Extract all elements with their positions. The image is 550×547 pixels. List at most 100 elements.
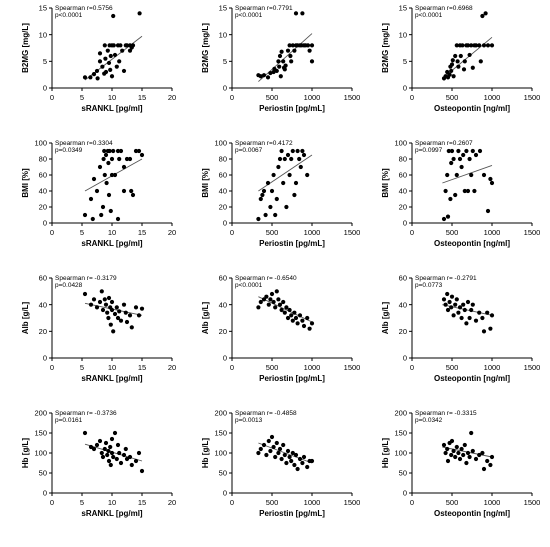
data-point [133, 458, 139, 464]
data-point [289, 313, 294, 318]
data-point [106, 458, 112, 464]
data-point [256, 450, 261, 456]
data-point [124, 43, 130, 48]
data-point [102, 446, 107, 452]
y-axis-title: BMI [%] [201, 168, 210, 198]
data-point [481, 43, 487, 48]
data-point [108, 444, 113, 450]
data-point [136, 148, 142, 154]
data-point [282, 156, 287, 162]
data-point [293, 452, 299, 458]
data-point [109, 450, 115, 456]
data-point [309, 59, 315, 64]
x-tick-label: 1500 [344, 498, 361, 507]
data-point [82, 291, 88, 297]
y-axis-title: Hb [g/L] [21, 438, 30, 469]
data-point [109, 436, 115, 442]
data-point [102, 297, 107, 302]
x-tick-label: 15 [138, 228, 146, 237]
data-point [115, 315, 121, 321]
y-tick-label: 0 [43, 84, 47, 93]
x-tick-label: 0 [410, 363, 414, 372]
x-axis-title: sRANKL [pg/ml] [81, 239, 143, 248]
x-tick-label: 0 [410, 498, 414, 507]
data-point [103, 56, 108, 61]
data-point [137, 11, 142, 16]
data-point [285, 315, 291, 321]
data-point [277, 156, 283, 162]
data-point [449, 160, 454, 166]
stat-annotation-r: Spearman r=0.4172 [235, 140, 293, 147]
data-point [456, 148, 461, 154]
x-tick-label: 15 [138, 363, 146, 372]
stat-annotation-p: p=0.0013 [235, 417, 263, 424]
data-point [488, 462, 493, 468]
y-tick-label: 15 [219, 4, 227, 13]
x-axis-title: Osteopontin [ng/ml] [434, 104, 510, 113]
data-point [263, 212, 268, 218]
data-point [457, 156, 463, 162]
x-axis-title: sRANKL [pg/ml] [81, 374, 143, 383]
x-tick-label: 0 [50, 498, 54, 507]
x-tick-label: 5 [80, 498, 84, 507]
data-point [133, 148, 139, 154]
data-point [470, 448, 475, 454]
data-point [488, 176, 493, 182]
y-tick-label: 100 [394, 449, 407, 458]
data-point [258, 299, 263, 305]
data-point [94, 68, 100, 74]
data-point [454, 172, 459, 178]
data-point [449, 452, 454, 458]
x-tick-label: 1500 [344, 363, 361, 372]
stat-annotation-r: Spearman r= -0.6540 [235, 275, 297, 282]
data-point [461, 152, 466, 158]
data-point [281, 180, 286, 186]
data-point [469, 172, 474, 178]
data-point [467, 156, 472, 162]
data-point [455, 59, 460, 64]
scatter-panel-8: 0 500 1000 1500 0 20 40 60 Periostin [pg/mL] Alb … [201, 274, 360, 383]
x-tick-label: 1000 [304, 498, 321, 507]
data-point [470, 302, 475, 307]
data-point [269, 291, 275, 297]
data-point [91, 297, 97, 302]
scatter-panel-4: 0 5 10 15 20 0 20 40 60 80 100 sRANKL [pg/ml] BMI [%… [21, 139, 176, 248]
stat-annotation-r: Spearman r=0.5756 [55, 5, 113, 12]
y-tick-label: 50 [219, 469, 227, 478]
data-point [480, 450, 485, 456]
data-point [117, 309, 122, 314]
data-point [105, 452, 110, 458]
data-point [279, 49, 284, 54]
data-point [97, 438, 103, 444]
y-tick-label: 20 [39, 203, 47, 212]
y-tick-label: 80 [39, 155, 47, 164]
data-point [488, 326, 493, 331]
y-tick-label: 0 [223, 489, 227, 498]
data-point [305, 172, 310, 178]
data-point [109, 156, 115, 162]
data-point [105, 48, 110, 53]
data-point [481, 172, 487, 178]
data-point [112, 172, 118, 178]
data-point [309, 458, 315, 464]
data-point [136, 313, 142, 318]
data-point [277, 302, 283, 307]
data-point [277, 53, 283, 59]
y-tick-label: 40 [39, 300, 47, 309]
stat-annotation-p: p=0.0067 [235, 147, 263, 154]
data-point [111, 43, 116, 48]
data-point [124, 456, 130, 462]
scatter-panel-5: 0 500 1000 1500 0 20 40 60 80 100 Periostin [pg/mL… [201, 139, 360, 248]
data-point [258, 196, 263, 202]
data-point [115, 148, 121, 154]
data-point [300, 318, 305, 323]
stat-annotation-r: Spearman r= -0.4858 [235, 410, 297, 417]
x-tick-label: 500 [446, 363, 459, 372]
data-point [284, 305, 289, 310]
stat-annotation-p: p<0.0001 [235, 12, 263, 19]
data-point [111, 329, 116, 334]
data-point [130, 43, 136, 48]
data-point [109, 299, 115, 305]
data-point [477, 43, 482, 48]
